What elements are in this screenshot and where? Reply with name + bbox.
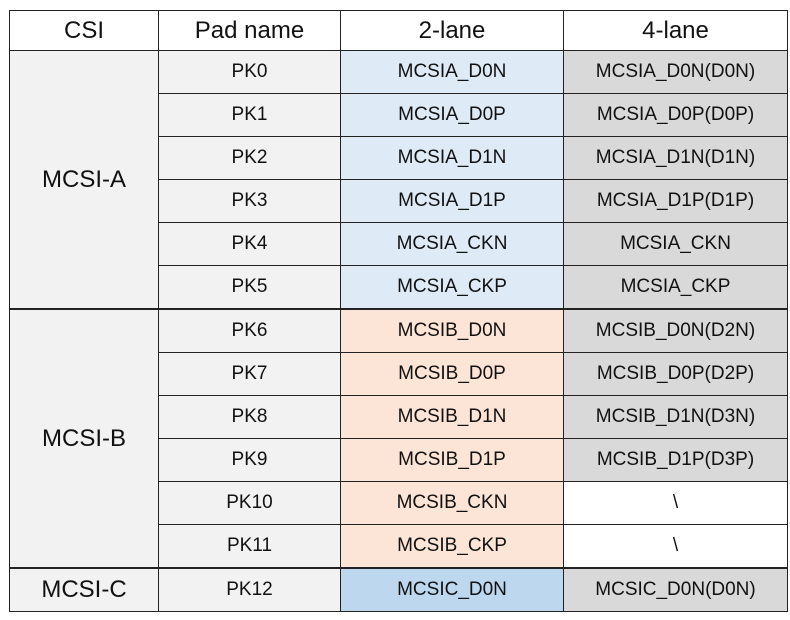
header-2-lane: 2-lane (340, 10, 564, 51)
four-lane-cell: MCSIA_CKP (563, 265, 788, 310)
four-lane-cell: MCSIA_D0N(D0N) (563, 50, 788, 94)
four-lane-cell: MCSIA_D1N(D1N) (563, 136, 788, 180)
four-lane-cell: MCSIB_D0P(D2P) (563, 352, 788, 396)
table-row: PK2 MCSIA_D1N MCSIA_D1N(D1N) (10, 136, 788, 180)
table-row: MCSI-C PK12 MCSIC_D0N MCSIC_D0N(D0N) (9, 567, 788, 612)
two-lane-cell: MCSIA_CKP (340, 265, 564, 310)
csi-group-cell: MCSI-A (9, 50, 159, 310)
pad-name-cell: PK7 (158, 352, 341, 396)
two-lane-cell: MCSIB_D1N (340, 395, 564, 439)
two-lane-cell: MCSIC_D0N (340, 567, 564, 612)
pad-name-cell: PK5 (158, 265, 341, 310)
pad-name-cell: PK10 (158, 481, 341, 525)
header-csi: CSI (9, 10, 159, 51)
pad-name-cell: PK11 (158, 524, 341, 569)
csi-group-cell: MCSI-C (9, 567, 159, 612)
header-4-lane: 4-lane (563, 10, 788, 51)
two-lane-cell: MCSIB_D0N (340, 308, 564, 353)
two-lane-cell: MCSIA_CKN (340, 222, 564, 266)
two-lane-cell: MCSIA_D0N (340, 50, 564, 94)
pad-name-cell: PK2 (158, 136, 341, 180)
two-lane-cell: MCSIA_D1N (340, 136, 564, 180)
pad-name-cell: PK12 (158, 567, 341, 612)
pad-name-cell: PK0 (158, 50, 341, 94)
two-lane-cell: MCSIA_D0P (340, 93, 564, 137)
table-row: PK4 MCSIA_CKN MCSIA_CKN (10, 222, 788, 266)
table-row: MCSI-A PK0 MCSIA_D0N MCSIA_D0N(D0N) (9, 50, 788, 310)
two-lane-cell: MCSIA_D1P (340, 179, 564, 223)
csi-group-cell: MCSI-B (9, 308, 159, 569)
four-lane-cell: MCSIB_D1N(D3N) (563, 395, 788, 439)
two-lane-cell: MCSIB_D1P (340, 438, 564, 482)
header-pad-name: Pad name (158, 10, 341, 51)
table-row: PK11 MCSIB_CKP \ (10, 524, 788, 569)
four-lane-cell: MCSIC_D0N(D0N) (563, 567, 788, 612)
four-lane-cell: MCSIA_CKN (563, 222, 788, 266)
four-lane-cell: \ (563, 524, 788, 569)
table-row: PK1 MCSIA_D0P MCSIA_D0P(D0P) (10, 93, 788, 137)
table-row: PK5 MCSIA_CKP MCSIA_CKP (10, 265, 788, 310)
four-lane-cell: MCSIB_D1P(D3P) (563, 438, 788, 482)
pad-name-cell: PK9 (158, 438, 341, 482)
csi-pad-table: CSI Pad name 2-lane 4-lane MCSI-A PK0 MCSI… (9, 10, 788, 612)
pad-name-cell: PK3 (158, 179, 341, 223)
two-lane-cell: MCSIB_D0P (340, 352, 564, 396)
two-lane-cell: MCSIB_CKP (340, 524, 564, 569)
four-lane-cell: MCSIB_D0N(D2N) (563, 308, 788, 353)
pad-name-cell: PK8 (158, 395, 341, 439)
table-row: MCSI-B PK6 MCSIB_D0N MCSIB_D0N(D2N) (9, 308, 788, 569)
four-lane-cell: MCSIA_D1P(D1P) (563, 179, 788, 223)
pad-name-cell: PK6 (158, 308, 341, 353)
four-lane-cell: MCSIA_D0P(D0P) (563, 93, 788, 137)
four-lane-cell: \ (563, 481, 788, 525)
pad-name-cell: PK4 (158, 222, 341, 266)
pad-name-cell: PK1 (158, 93, 341, 137)
two-lane-cell: MCSIB_CKN (340, 481, 564, 525)
table-row: PK3 MCSIA_D1P MCSIA_D1P(D1P) (10, 179, 788, 223)
table-row: PK9 MCSIB_D1P MCSIB_D1P(D3P) (10, 438, 788, 482)
table-row: PK8 MCSIB_D1N MCSIB_D1N(D3N) (10, 395, 788, 439)
table-row: PK10 MCSIB_CKN \ (10, 481, 788, 525)
header-row: CSI Pad name 2-lane 4-lane (9, 10, 788, 51)
